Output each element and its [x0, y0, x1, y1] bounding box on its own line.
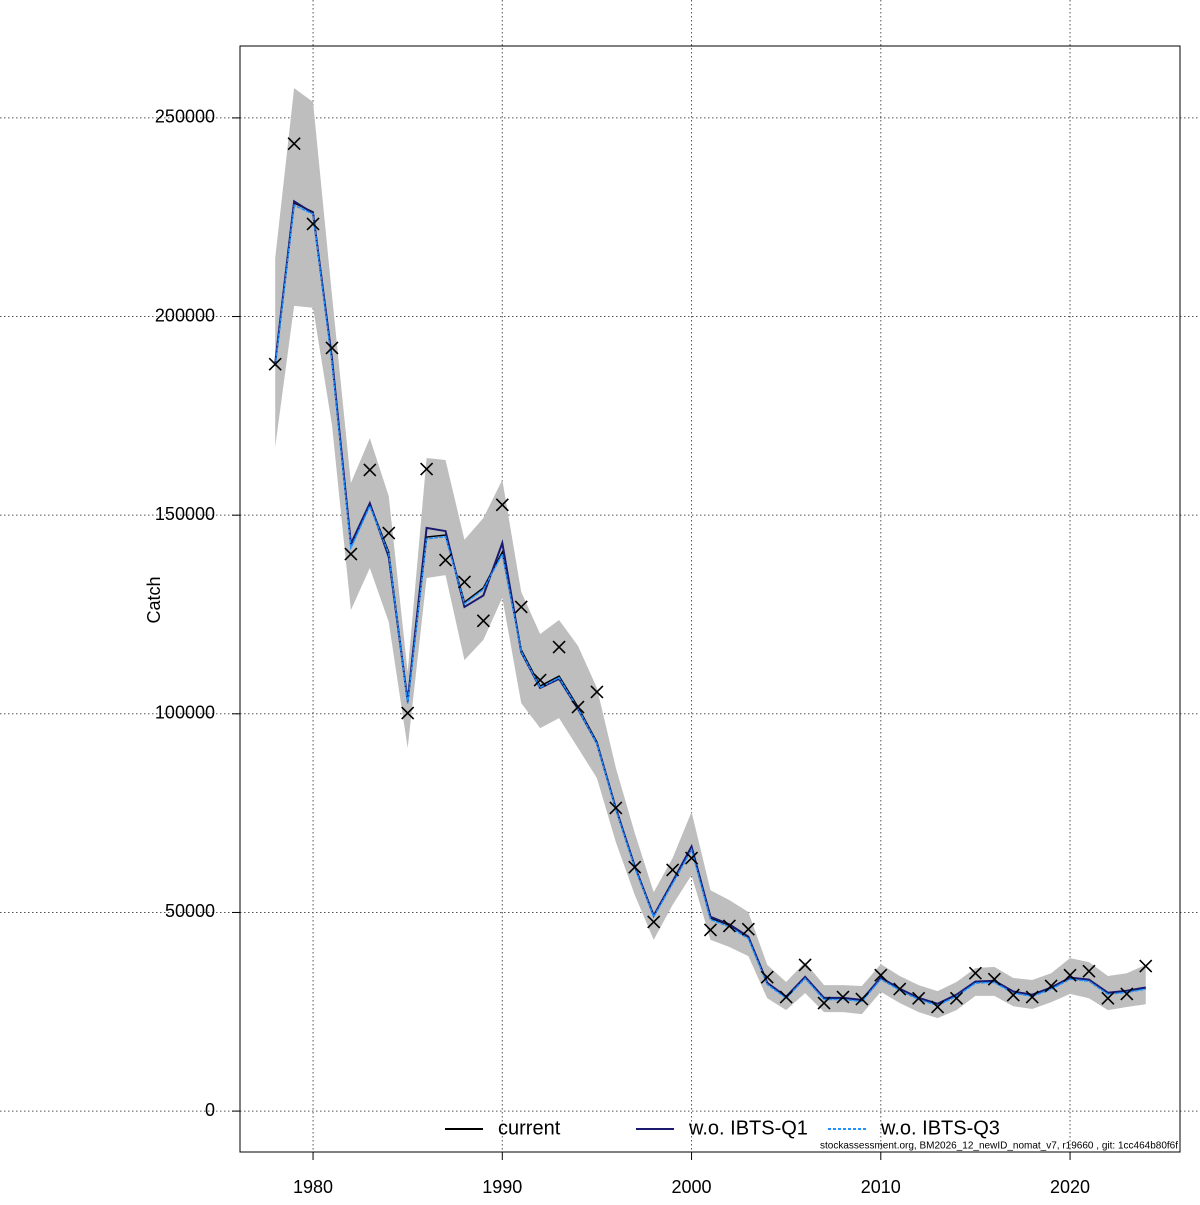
series-line	[274, 199, 1146, 1005]
x-tick-label: 2000	[672, 1177, 712, 1197]
observed-point	[760, 970, 774, 984]
observed-point	[666, 863, 680, 877]
x-tick-label: 2010	[861, 1177, 901, 1197]
series-line	[274, 204, 1146, 1007]
legend-label: current	[498, 1117, 561, 1139]
observed-point	[779, 990, 793, 1004]
observed-point	[268, 357, 282, 371]
observed-point	[1101, 991, 1115, 1005]
y-tick-label: 200000	[155, 305, 215, 325]
observed-point	[628, 860, 642, 874]
legend-label: w.o. IBTS-Q3	[880, 1117, 1000, 1139]
x-tick-label: 1990	[482, 1177, 522, 1197]
observed-point	[798, 958, 812, 972]
observed-point	[722, 919, 736, 933]
observed-point	[1139, 959, 1153, 973]
observed-point	[1120, 987, 1134, 1001]
y-axis-label: Catch	[144, 576, 164, 623]
legend-label: w.o. IBTS-Q1	[688, 1117, 808, 1139]
observed-point	[476, 614, 490, 628]
series-line	[274, 201, 1146, 1006]
observed-point	[968, 966, 982, 980]
observed-point	[893, 982, 907, 996]
observed-point	[363, 463, 377, 477]
observed-point	[1044, 979, 1058, 993]
observed-point	[684, 851, 699, 865]
observed-point	[817, 996, 831, 1010]
observed-point	[420, 462, 434, 476]
plot-frame	[239, 45, 1181, 1153]
observed-point	[495, 498, 509, 512]
observed-point	[703, 923, 718, 937]
x-tick-label: 1980	[293, 1177, 333, 1197]
observed-point	[457, 575, 472, 589]
observed-point	[382, 526, 396, 540]
observed-point	[306, 217, 320, 231]
observed-point	[1082, 964, 1096, 978]
observed-point	[741, 922, 755, 936]
y-tick-label: 50000	[165, 901, 215, 921]
observed-point	[571, 700, 585, 714]
observed-point	[344, 547, 358, 561]
observed-point	[874, 968, 888, 982]
observed-point	[438, 553, 453, 567]
observed-point	[1025, 990, 1039, 1004]
observed-point	[1063, 968, 1077, 982]
y-tick-label: 0	[205, 1100, 215, 1120]
observed-point	[931, 1000, 945, 1014]
observed-point	[836, 990, 850, 1004]
observed-point	[552, 640, 566, 654]
observed-point	[855, 992, 869, 1006]
footnote: stockassessment.org, BM2026_12_newID_nom…	[820, 1141, 1178, 1152]
observed-point	[949, 991, 964, 1005]
observed-point	[609, 801, 623, 815]
observed-point	[533, 673, 547, 687]
x-tick-label: 2020	[1050, 1177, 1090, 1197]
observed-point	[401, 706, 415, 720]
observed-point	[514, 600, 528, 614]
y-tick-label: 250000	[155, 107, 215, 127]
observed-point	[912, 991, 926, 1005]
observed-point	[647, 915, 661, 929]
y-tick-label: 150000	[155, 504, 215, 524]
confidence-band	[275, 88, 1146, 1019]
observed-point	[1006, 988, 1020, 1002]
observed-point	[590, 685, 604, 699]
observed-point	[325, 341, 339, 355]
observed-point	[987, 972, 1001, 986]
y-tick-label: 100000	[155, 703, 215, 723]
observed-point	[287, 137, 301, 151]
